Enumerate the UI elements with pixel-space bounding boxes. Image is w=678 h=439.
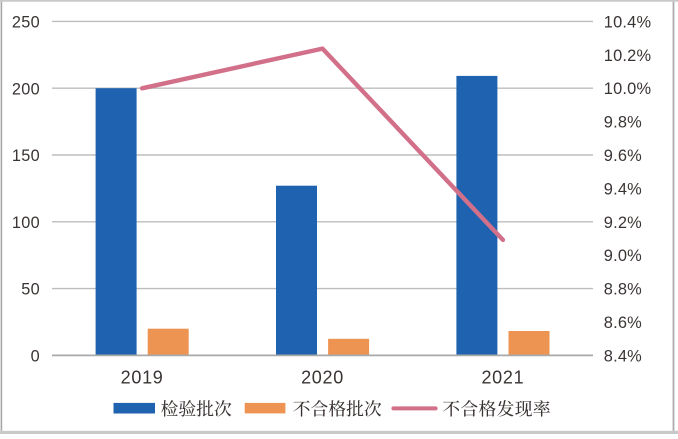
svg-text:9.4%: 9.4% [604, 180, 642, 198]
svg-text:250: 250 [12, 14, 40, 32]
svg-text:8.8%: 8.8% [604, 281, 642, 299]
svg-text:2021: 2021 [481, 368, 524, 388]
svg-text:0: 0 [31, 348, 40, 366]
svg-text:10.2%: 10.2% [604, 47, 651, 65]
svg-text:150: 150 [12, 147, 40, 165]
svg-text:9.0%: 9.0% [604, 247, 642, 265]
svg-text:200: 200 [12, 80, 40, 98]
svg-text:9.6%: 9.6% [604, 147, 642, 165]
svg-text:9.8%: 9.8% [604, 114, 642, 132]
svg-text:9.2%: 9.2% [604, 214, 642, 232]
svg-text:2019: 2019 [121, 368, 164, 388]
svg-text:50: 50 [21, 281, 40, 299]
svg-text:8.6%: 8.6% [604, 314, 642, 332]
svg-text:8.4%: 8.4% [604, 347, 642, 365]
svg-text:10.0%: 10.0% [604, 80, 651, 98]
svg-text:100: 100 [12, 214, 40, 232]
svg-text:10.4%: 10.4% [604, 13, 651, 31]
svg-text:2020: 2020 [301, 368, 344, 388]
